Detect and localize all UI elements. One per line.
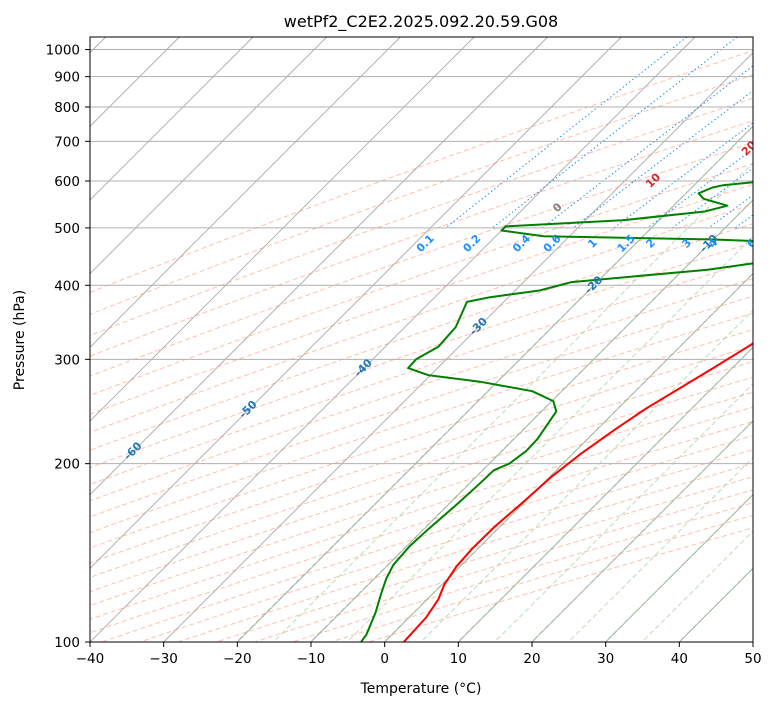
dry-adiabat-line [90, 376, 753, 593]
x-tick-label: −10 [297, 651, 326, 667]
moist-adiabat-line [273, 162, 753, 642]
x-tick-label: 40 [671, 651, 688, 667]
x-tick-label: 0 [380, 651, 389, 667]
dry-adiabat-line [90, 329, 753, 549]
background-lines [90, 37, 753, 642]
chart-title: wetPf2_C2E2.2025.092.20.59.G08 [284, 12, 558, 32]
sounding-profiles [360, 181, 753, 642]
isotherm-line [90, 37, 254, 201]
dry-adiabat-line [90, 295, 753, 518]
x-axis-label: Temperature (°C) [360, 681, 482, 697]
isotherm-line [90, 37, 401, 348]
dry-adiabat-line [90, 391, 753, 607]
dry-adiabat-line [90, 50, 753, 293]
dry-adiabat-line [90, 97, 753, 337]
y-tick-label: 500 [54, 221, 80, 237]
pressure-gridlines [90, 49, 753, 642]
x-axis-ticks: −40 −30 −20 −10 0 10 20 30 40 50 [76, 642, 762, 667]
dewpoint-profile-line [360, 181, 753, 642]
isotherm-line [90, 37, 475, 422]
dry-adiabat-line [90, 260, 753, 485]
dry-adiabat-line [90, 142, 753, 377]
y-tick-label: 300 [54, 352, 80, 368]
y-tick-label: 400 [54, 278, 80, 294]
dry-adiabat-line [90, 312, 753, 533]
isotherm-line [90, 37, 622, 569]
y-tick-label: 600 [54, 174, 80, 190]
x-tick-label: 50 [744, 651, 761, 667]
mixing-ratio-line [572, 90, 753, 229]
x-tick-label: −20 [223, 651, 252, 667]
x-tick-label: −40 [76, 651, 105, 667]
x-tick-label: 20 [523, 651, 540, 667]
y-tick-label: 200 [54, 457, 80, 473]
mixing-ratio-label: 6 [744, 236, 759, 251]
isotherm-line [90, 37, 327, 275]
isotherm-line [163, 52, 753, 642]
x-tick-label: 10 [450, 651, 467, 667]
temperature-profile-line [403, 342, 753, 642]
x-tick-label: −30 [149, 651, 178, 667]
y-axis-label: Pressure (hPa) [12, 290, 28, 390]
y-tick-label: 100 [54, 635, 80, 651]
dry-adiabat-line [90, 361, 753, 578]
y-tick-label: 900 [54, 70, 80, 86]
y-axis-ticks: 100 200 300 400 500 600 700 800 900 1000 [46, 43, 90, 651]
mixing-ratio-line [492, 37, 738, 229]
dry-adiabat-line [90, 278, 753, 502]
y-tick-label: 1000 [46, 43, 80, 59]
y-tick-label: 700 [54, 134, 80, 150]
mixing-ratio-line [542, 65, 753, 229]
dry-adiabat-line [90, 163, 753, 396]
moist-adiabat-line [236, 125, 753, 642]
y-tick-label: 800 [54, 100, 80, 116]
isotherm-line [90, 37, 696, 642]
dry-adiabat-line [90, 241, 753, 469]
isotherm-line [90, 37, 548, 496]
dry-adiabat-line [90, 223, 753, 451]
x-tick-label: 30 [597, 651, 614, 667]
plot-frame [89, 36, 754, 643]
dry-adiabat-line [90, 345, 753, 564]
